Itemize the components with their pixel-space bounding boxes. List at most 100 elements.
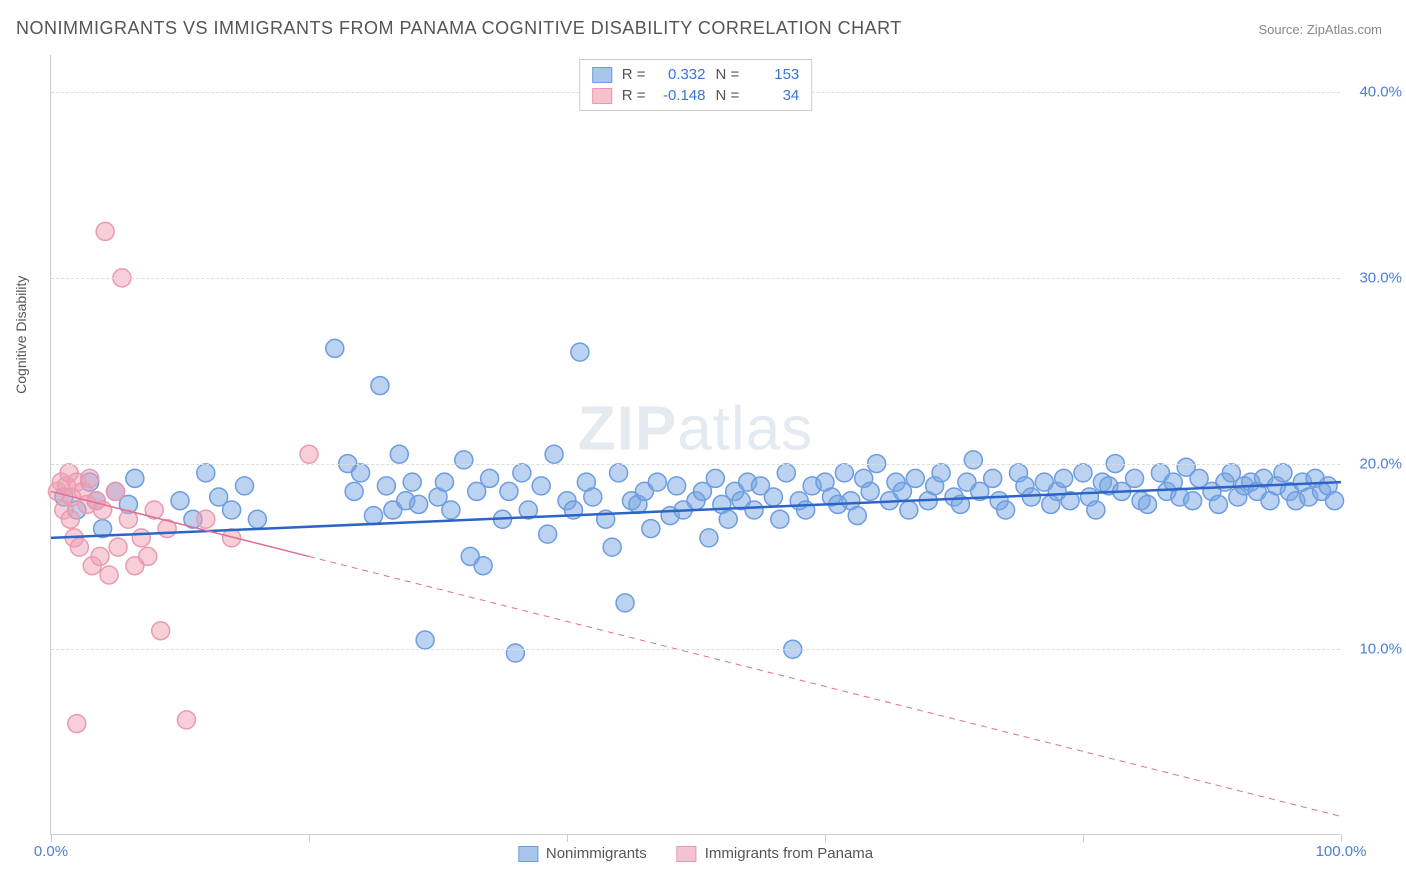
data-point (848, 507, 866, 525)
data-point (197, 510, 215, 528)
trend-line-dashed (309, 556, 1341, 816)
data-point (96, 222, 114, 240)
source-attribution: Source: ZipAtlas.com (1258, 22, 1382, 37)
data-point (326, 339, 344, 357)
n-value: 153 (749, 66, 799, 83)
gridline (51, 464, 1340, 465)
data-point (1326, 492, 1344, 510)
data-point (1139, 495, 1157, 513)
x-tick (825, 834, 826, 842)
data-point (248, 510, 266, 528)
legend-label-1: Nonimmigrants (546, 845, 647, 862)
data-point (1184, 492, 1202, 510)
x-tick (309, 834, 310, 842)
data-point (152, 622, 170, 640)
data-point (126, 469, 144, 487)
data-point (1087, 501, 1105, 519)
data-point (771, 510, 789, 528)
data-point (107, 482, 125, 500)
x-tick-label: 100.0% (1316, 843, 1367, 860)
data-point (455, 451, 473, 469)
data-point (81, 469, 99, 487)
data-point (668, 477, 686, 495)
gridline (51, 278, 1340, 279)
data-point (906, 469, 924, 487)
data-point (481, 469, 499, 487)
data-point (1209, 495, 1227, 513)
swatch-series-2 (592, 88, 612, 104)
data-point (545, 445, 563, 463)
data-point (100, 566, 118, 584)
r-value: 0.332 (656, 66, 706, 83)
data-point (223, 501, 241, 519)
data-point (365, 507, 383, 525)
data-point (532, 477, 550, 495)
n-value: 34 (749, 87, 799, 104)
data-point (132, 529, 150, 547)
data-point (416, 631, 434, 649)
data-point (648, 473, 666, 491)
r-value: -0.148 (656, 87, 706, 104)
data-point (745, 501, 763, 519)
data-point (1055, 469, 1073, 487)
data-point (506, 644, 524, 662)
data-point (539, 525, 557, 543)
data-point (171, 492, 189, 510)
data-point (584, 488, 602, 506)
legend-swatch-2 (677, 846, 697, 862)
data-point (900, 501, 918, 519)
x-tick (1083, 834, 1084, 842)
x-tick (567, 834, 568, 842)
data-point (964, 451, 982, 469)
x-tick (1341, 834, 1342, 842)
n-label: N = (716, 66, 740, 83)
data-point (610, 464, 628, 482)
data-point (371, 377, 389, 395)
data-point (410, 495, 428, 513)
data-point (1274, 464, 1292, 482)
swatch-series-1 (592, 67, 612, 83)
data-point (642, 520, 660, 538)
data-point (984, 469, 1002, 487)
stats-legend: R = 0.332 N = 153 R = -0.148 N = 34 (579, 59, 813, 111)
data-point (861, 482, 879, 500)
stats-row-series-1: R = 0.332 N = 153 (592, 64, 800, 85)
data-point (442, 501, 460, 519)
x-tick (51, 834, 52, 842)
bottom-legend: Nonimmigrants Immigrants from Panama (518, 845, 873, 862)
data-point (352, 464, 370, 482)
data-point (377, 477, 395, 495)
r-label: R = (622, 87, 646, 104)
data-point (345, 482, 363, 500)
legend-item-1: Nonimmigrants (518, 845, 647, 862)
data-point (70, 538, 88, 556)
y-tick-label: 20.0% (1359, 455, 1402, 472)
data-point (513, 464, 531, 482)
chart-title: NONIMMIGRANTS VS IMMIGRANTS FROM PANAMA … (16, 18, 902, 39)
y-tick-label: 30.0% (1359, 269, 1402, 286)
data-point (61, 510, 79, 528)
data-point (1126, 469, 1144, 487)
data-point (68, 715, 86, 733)
data-point (719, 510, 737, 528)
data-point (571, 343, 589, 361)
data-point (997, 501, 1015, 519)
data-point (300, 445, 318, 463)
data-point (139, 547, 157, 565)
x-tick-label: 0.0% (34, 843, 68, 860)
data-point (236, 477, 254, 495)
data-point (500, 482, 518, 500)
data-point (835, 464, 853, 482)
data-point (1074, 464, 1092, 482)
data-point (616, 594, 634, 612)
data-point (700, 529, 718, 547)
legend-label-2: Immigrants from Panama (705, 845, 873, 862)
stats-row-series-2: R = -0.148 N = 34 (592, 85, 800, 106)
data-point (797, 501, 815, 519)
y-tick-label: 10.0% (1359, 641, 1402, 658)
data-point (91, 547, 109, 565)
plot-area: Cognitive Disability ZIPatlas R = 0.332 … (50, 55, 1340, 835)
data-point (390, 445, 408, 463)
y-tick-label: 40.0% (1359, 84, 1402, 101)
legend-item-2: Immigrants from Panama (677, 845, 873, 862)
